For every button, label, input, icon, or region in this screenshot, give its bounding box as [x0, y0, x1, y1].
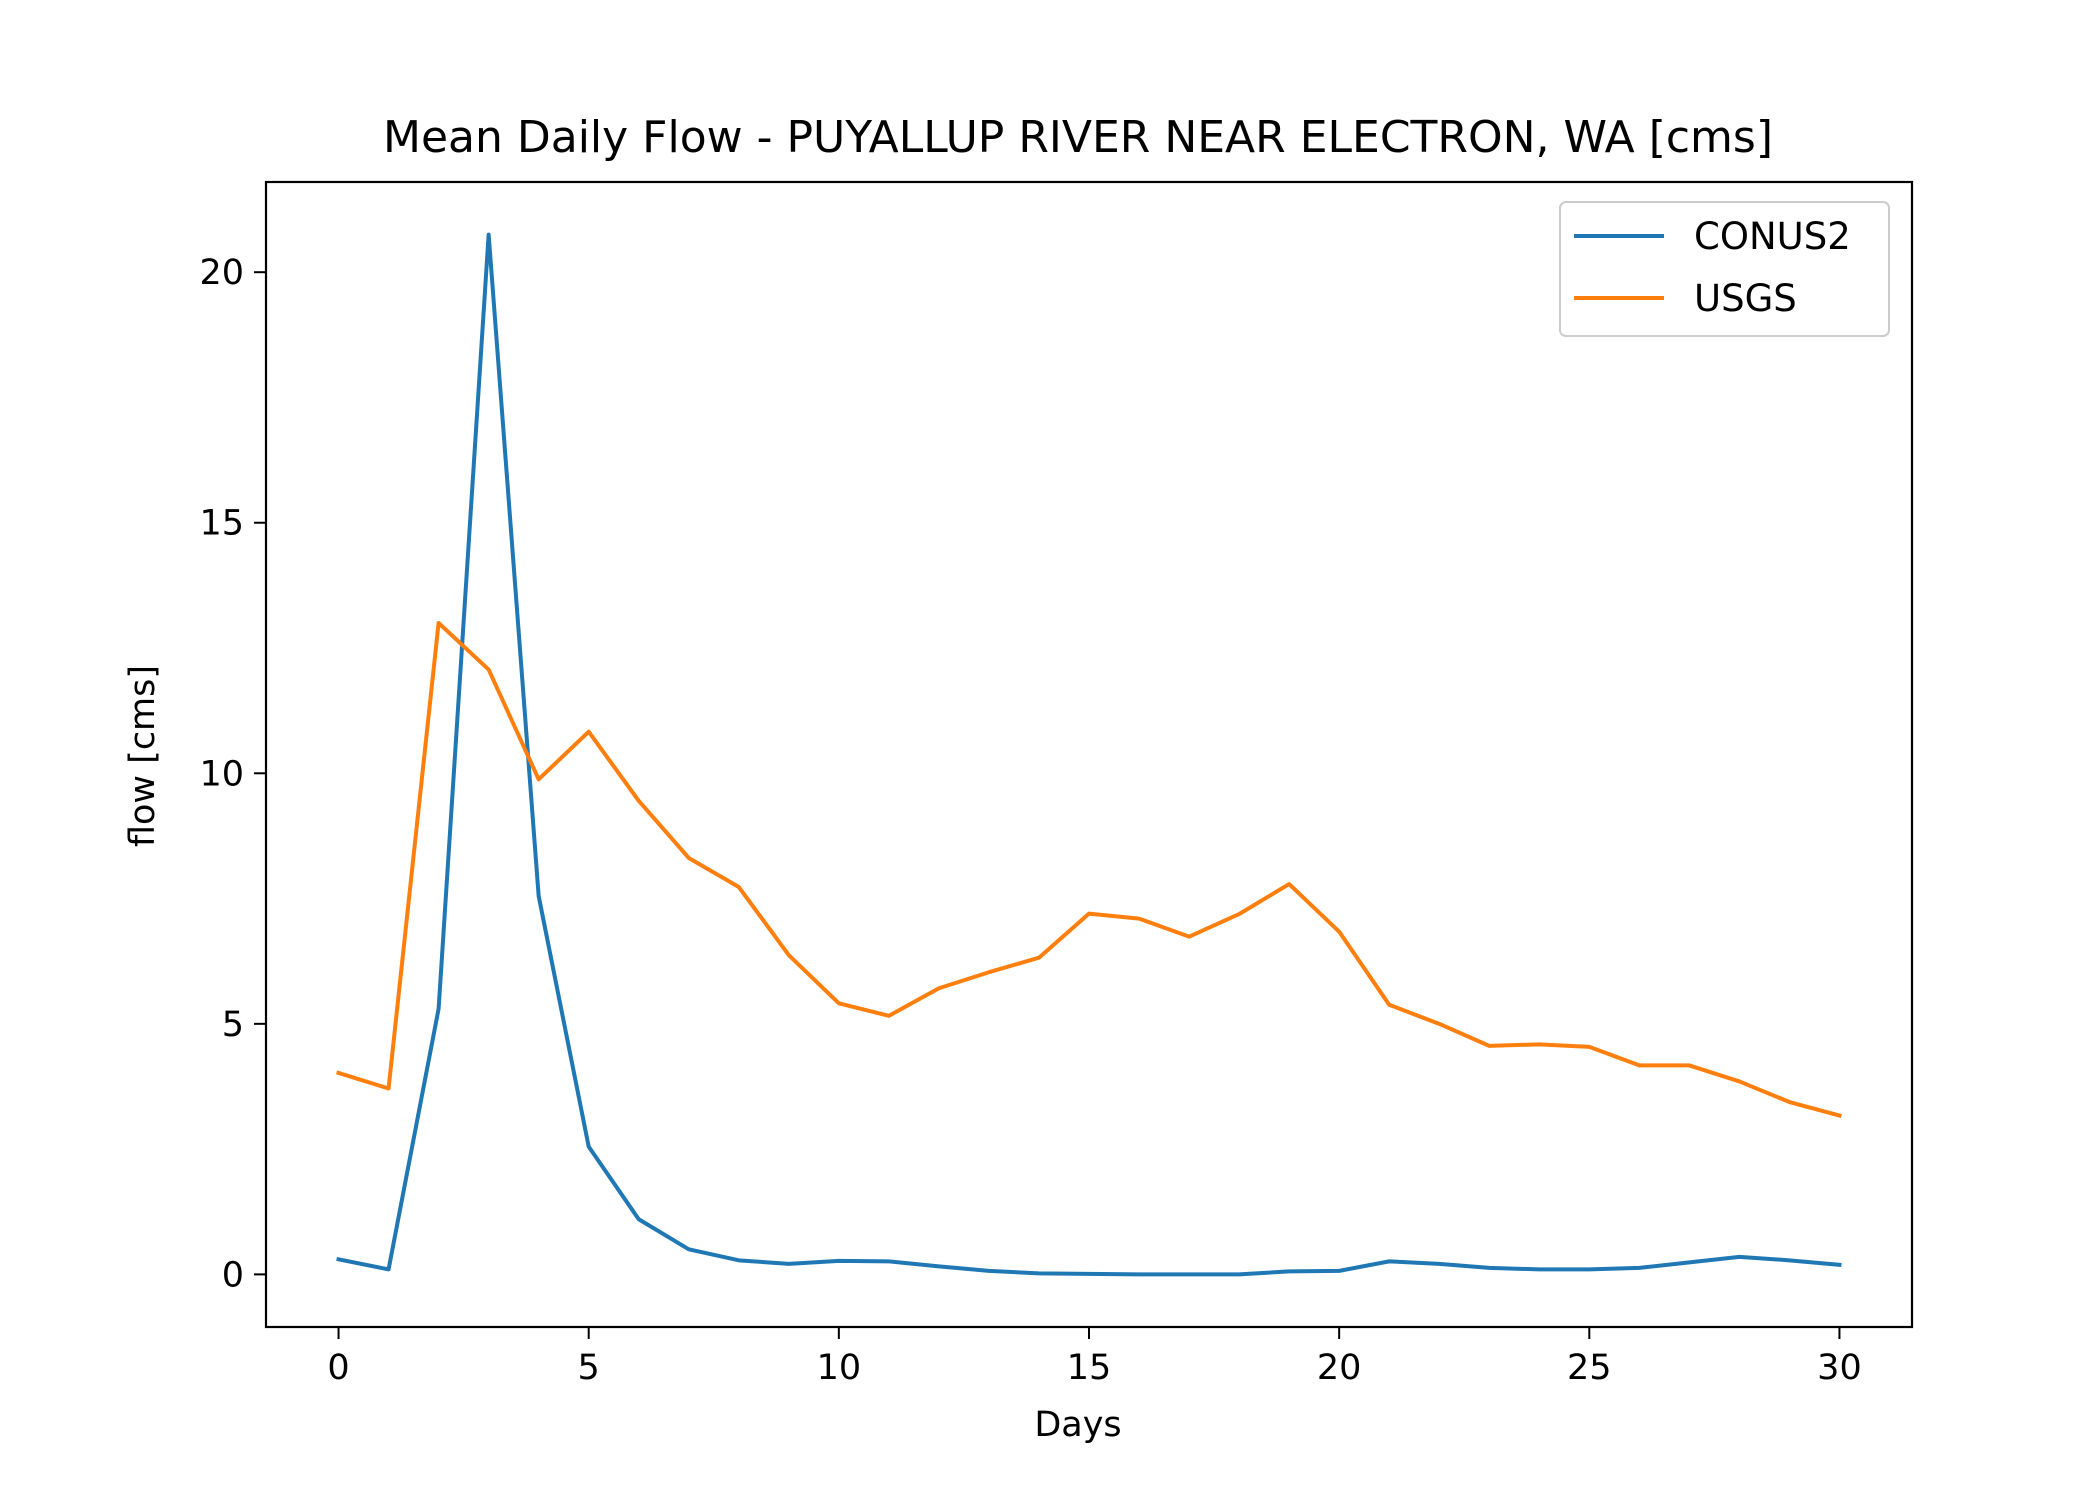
y-tick-label: 0: [222, 1255, 244, 1295]
y-tick-label: 15: [199, 504, 244, 544]
x-tick-label: 20: [1317, 1348, 1362, 1388]
series-line-usgs: [336, 620, 1842, 1118]
y-tick-label: 10: [199, 754, 244, 794]
chart-title: Mean Daily Flow - PUYALLUP RIVER NEAR EL…: [383, 112, 1773, 163]
x-tick-label: 25: [1567, 1348, 1612, 1388]
legend-label-usgs: USGS: [1694, 277, 1797, 320]
y-tick-label: 20: [199, 253, 244, 293]
legend-label-conus2: CONUS2: [1694, 215, 1851, 258]
series-line-conus2: [336, 232, 1842, 1277]
axis-ticks: 0 5 10 15 20 25 30 0 5 10 15 20: [199, 253, 1861, 1388]
x-axis-label: Days: [1034, 1405, 1121, 1445]
x-tick-label: 15: [1067, 1348, 1112, 1388]
x-tick-label: 0: [327, 1348, 349, 1388]
legend: CONUS2 USGS: [1559, 201, 1890, 337]
y-axis-label: flow [cms]: [123, 665, 163, 847]
x-tick-label: 30: [1817, 1348, 1862, 1388]
y-tick-label: 5: [222, 1005, 244, 1045]
x-tick-label: 5: [578, 1348, 600, 1388]
x-tick-label: 10: [817, 1348, 862, 1388]
